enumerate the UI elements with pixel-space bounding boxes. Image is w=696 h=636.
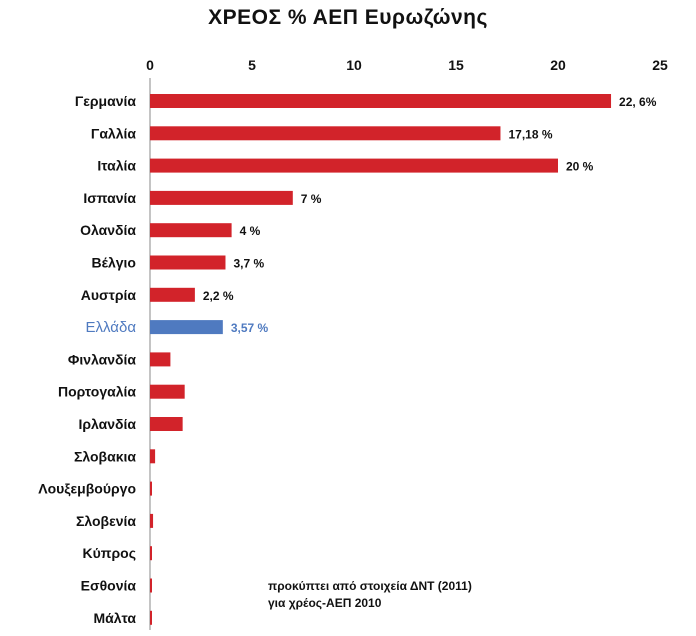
- x-tick-label: 0: [146, 57, 154, 73]
- category-label: Ισπανία: [83, 190, 136, 206]
- data-label: 4 %: [240, 224, 261, 238]
- category-label: Ολανδία: [80, 222, 136, 238]
- x-tick-label: 10: [346, 57, 362, 73]
- bar: [150, 352, 171, 367]
- data-label: 7 %: [301, 192, 322, 206]
- bar: [150, 384, 185, 399]
- category-label: Ελλάδα: [86, 319, 137, 336]
- x-tick-label: 20: [550, 57, 566, 73]
- bar: [150, 320, 223, 335]
- data-label: 22, 6%: [619, 95, 657, 109]
- data-label: 3,57 %: [231, 321, 269, 335]
- category-label: Πορτογαλία: [58, 384, 136, 400]
- x-tick-label: 15: [448, 57, 464, 73]
- bar: [150, 546, 152, 561]
- bar: [150, 255, 226, 270]
- x-tick-label: 5: [248, 57, 256, 73]
- bar: [150, 190, 293, 205]
- category-label: Σλοβακια: [74, 448, 136, 464]
- data-label: 2,2 %: [203, 289, 234, 303]
- category-label: Γαλλία: [91, 125, 136, 141]
- data-label: 17,18 %: [508, 127, 552, 141]
- bar: [150, 481, 152, 496]
- bar: [150, 158, 558, 173]
- source-note-line-2: για χρέος-ΑΕΠ 2010: [268, 596, 382, 610]
- category-label: Φινλανδία: [68, 351, 137, 367]
- data-label: 20 %: [566, 160, 594, 174]
- bar: [150, 126, 501, 141]
- category-label: Αυστρία: [81, 287, 137, 303]
- bar: [150, 449, 156, 464]
- category-label: Σλοβενία: [76, 513, 136, 529]
- bar: [150, 513, 154, 528]
- chart-title: ΧΡΕΟΣ % ΑΕΠ Ευρωζώνης: [208, 6, 488, 29]
- bar: [150, 578, 152, 593]
- bar: [150, 287, 195, 302]
- category-label: Ιταλία: [97, 158, 136, 174]
- data-label: 3,7 %: [233, 257, 264, 271]
- source-note-line-1: προκύπτει από στοιχεία ΔΝΤ (2011): [268, 579, 472, 593]
- category-label: Γερμανία: [75, 93, 137, 109]
- category-label: Μάλτα: [93, 610, 136, 626]
- category-label: Λουξεμβούργο: [38, 481, 136, 497]
- bar: [150, 417, 183, 431]
- bar: [150, 223, 232, 238]
- category-label: Κύπρος: [83, 545, 136, 561]
- category-label: Βέλγιο: [92, 255, 136, 271]
- bar: [150, 94, 612, 108]
- x-tick-label: 25: [652, 57, 668, 73]
- category-label: Εσθονία: [81, 578, 137, 594]
- bar: [150, 610, 152, 625]
- source-note: προκύπτει από στοιχεία ΔΝΤ (2011) για χρ…: [268, 578, 472, 612]
- category-label: Ιρλανδία: [78, 416, 136, 432]
